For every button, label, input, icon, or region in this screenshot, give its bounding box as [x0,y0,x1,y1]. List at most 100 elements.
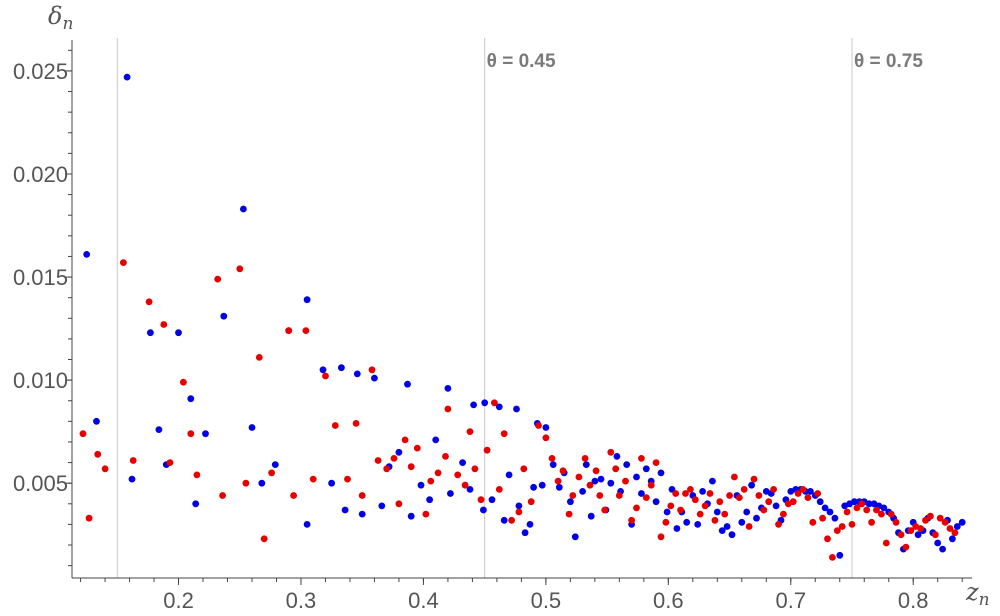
red-data-point [548,455,556,462]
red-data-point [322,372,329,380]
blue-data-point [571,533,579,541]
red-data-point [946,525,954,532]
red-data-point [461,481,469,489]
red-data-point [873,506,880,514]
theta-annotation: θ = 0.45 [487,51,556,72]
red-data-point [344,475,351,483]
red-data-point [936,514,944,522]
blue-data-point [934,539,942,547]
red-data-point [491,399,498,407]
blue-data-point [587,512,595,520]
red-data-point [309,475,317,483]
blue-data-point [807,488,814,495]
axis-ticks: 0.2 0.3 0.4 0.5 0.6 0.7 0.8 0.005 0.010 0.015 0.02… [13,49,963,613]
red-data-point [290,492,297,499]
red-data-point [180,378,187,386]
red-data-point [731,473,738,481]
x-tick-label: 0.6 [653,588,684,613]
blue-data-point [488,496,496,504]
red-data-point [390,455,398,462]
red-data-point [358,492,366,499]
red-data-point [407,463,415,471]
red-data-point [638,455,645,462]
x-tick-label: 0.5 [531,588,562,613]
red-data-point [94,450,102,458]
blue-data-point [657,469,665,477]
blue-data-point [753,514,760,522]
red-data-point [622,477,629,485]
red-data-point [160,321,168,328]
blue-data-point [607,479,615,487]
red-data-point [129,457,137,464]
red-data-point [829,554,836,561]
blue-data-point [638,490,645,497]
axes [71,40,972,579]
red-data-point [442,453,449,460]
blue-data-point [709,477,716,485]
red-data-point [581,455,589,462]
red-data-point [331,422,339,429]
red-data-point [642,494,650,501]
red-data-point [187,430,195,438]
blue-data-point [444,385,452,392]
red-data-point [868,518,875,526]
red-data-point [887,510,895,518]
red-data-point [607,448,615,456]
red-data-point [466,428,474,435]
red-data-point [586,481,594,489]
red-data-point [471,465,479,473]
blue-data-point [723,523,731,530]
blue-data-point [743,508,751,516]
x-tick-label: 0.2 [163,588,194,613]
red-data-point [721,510,729,518]
red-data-point [444,405,452,413]
red-data-point [745,523,753,530]
blue-data-point [515,502,523,510]
red-data-point [477,496,485,504]
red-data-point [760,506,768,514]
red-data-point [917,525,924,532]
blue-data-point [83,251,91,258]
blue-data-point [378,502,386,510]
red-data-point [687,486,694,493]
red-data-point [285,327,293,334]
red-data-point [657,533,665,541]
blue-data-point [248,424,256,431]
blue-data-point [303,296,311,304]
blue-data-point [220,312,228,320]
blue-data-point [816,498,824,506]
red-data-point [814,490,822,497]
red-data-point [559,467,567,475]
x-axis-label: zn [965,578,990,610]
red-data-point [302,327,310,334]
red-data-point [809,518,817,526]
blue-data-point [395,448,403,456]
blue-data-point [567,498,574,506]
blue-data-point [851,498,858,506]
red-data-point [508,516,515,524]
blue-data-point [613,453,621,460]
blue-data-point [426,496,433,504]
blue-data-point [597,475,605,483]
red-data-point [897,531,905,539]
red-data-point [515,508,523,516]
blue-data-point [623,461,631,468]
red-data-point [819,514,826,522]
blue-data-point [538,481,546,489]
red-data-point [352,420,360,427]
blue-data-point [495,403,503,411]
red-data-point [843,508,851,516]
red-data-point [804,494,812,501]
red-data-point [612,465,620,473]
blue-data-point [652,498,660,506]
blue-data-point [258,479,266,487]
red-data-point [794,490,802,497]
blue-data-point [470,401,477,409]
blue-data-point [480,506,487,514]
red-data-point [255,354,263,361]
blue-data-point [187,395,195,403]
red-data-point [535,422,542,429]
red-data-point [696,510,704,518]
theta-annotation: θ = 0.75 [854,51,923,72]
reference-lines [116,38,853,578]
